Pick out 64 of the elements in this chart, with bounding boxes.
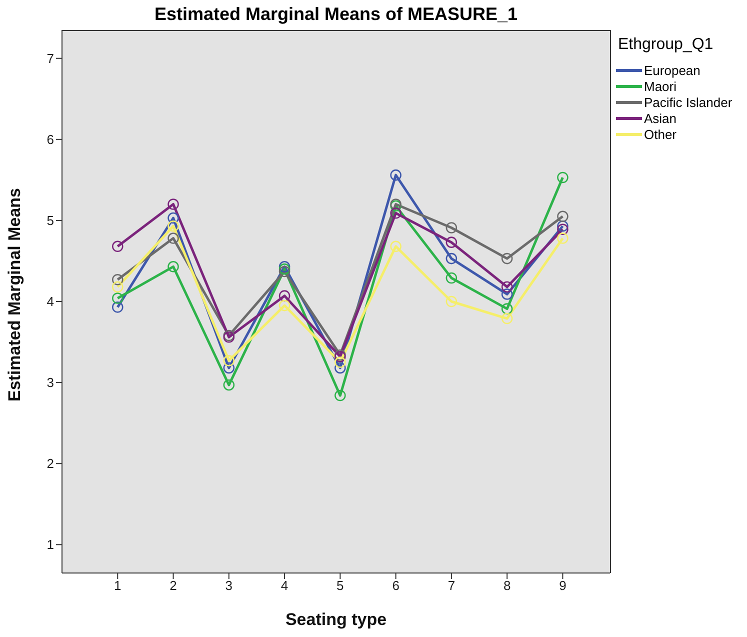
point xyxy=(557,232,568,244)
x-tick-label: 4 xyxy=(280,578,288,594)
point xyxy=(557,224,568,236)
point xyxy=(501,252,513,264)
point xyxy=(334,390,346,402)
point xyxy=(334,362,346,374)
point xyxy=(501,288,513,300)
point xyxy=(223,379,235,391)
point xyxy=(390,169,402,181)
y-tick-label: 2 xyxy=(46,456,54,472)
point xyxy=(278,266,290,278)
x-tick-label: 7 xyxy=(448,578,456,594)
point xyxy=(168,261,179,272)
legend-label: Maori xyxy=(644,78,677,94)
point xyxy=(278,300,290,312)
x-tick-label: 3 xyxy=(225,578,233,594)
point xyxy=(446,272,458,284)
point xyxy=(168,220,179,232)
legend-label: Asian xyxy=(644,110,677,126)
point xyxy=(112,281,124,293)
y-tick-label: 6 xyxy=(46,132,54,148)
point xyxy=(112,274,124,286)
point xyxy=(501,281,513,293)
x-tick-label: 8 xyxy=(503,578,511,594)
point xyxy=(168,212,179,224)
point xyxy=(278,290,290,302)
point xyxy=(501,312,513,324)
point xyxy=(446,252,458,264)
point xyxy=(390,208,402,219)
point xyxy=(278,263,290,275)
point xyxy=(557,220,568,232)
y-tick-label: 1 xyxy=(46,537,54,552)
point xyxy=(278,261,290,272)
legend-label: European xyxy=(644,62,700,78)
point xyxy=(168,198,179,210)
point xyxy=(446,296,458,308)
legend-label: Pacific Islander xyxy=(644,94,732,110)
point xyxy=(112,302,124,313)
point xyxy=(223,355,235,366)
legend-label: Other xyxy=(644,126,677,142)
y-tick-label: 4 xyxy=(46,294,54,310)
point xyxy=(223,362,235,374)
x-tick-label: 2 xyxy=(170,578,177,594)
point xyxy=(557,172,568,184)
x-tick-label: 6 xyxy=(392,578,400,594)
x-tick-label: 1 xyxy=(114,578,122,594)
point xyxy=(112,292,124,304)
legend-title: Ethgroup_Q1 xyxy=(618,36,714,54)
y-tick-label: 3 xyxy=(46,375,54,390)
y-axis-title: Estimated Marginal Means xyxy=(5,188,24,402)
point xyxy=(501,303,513,314)
x-tick-label: 9 xyxy=(559,578,566,594)
point xyxy=(557,210,568,222)
point xyxy=(334,356,346,368)
point xyxy=(446,236,458,248)
point xyxy=(390,240,402,252)
point xyxy=(168,232,179,244)
x-tick-label: 5 xyxy=(336,578,344,594)
point xyxy=(446,222,458,234)
chart-title: Estimated Marginal Means of MEASURE_1 xyxy=(153,4,519,25)
x-axis-title: Seating type xyxy=(285,610,387,629)
y-tick-label: 7 xyxy=(46,50,54,66)
y-tick-label: 5 xyxy=(46,213,54,228)
point xyxy=(112,240,124,252)
